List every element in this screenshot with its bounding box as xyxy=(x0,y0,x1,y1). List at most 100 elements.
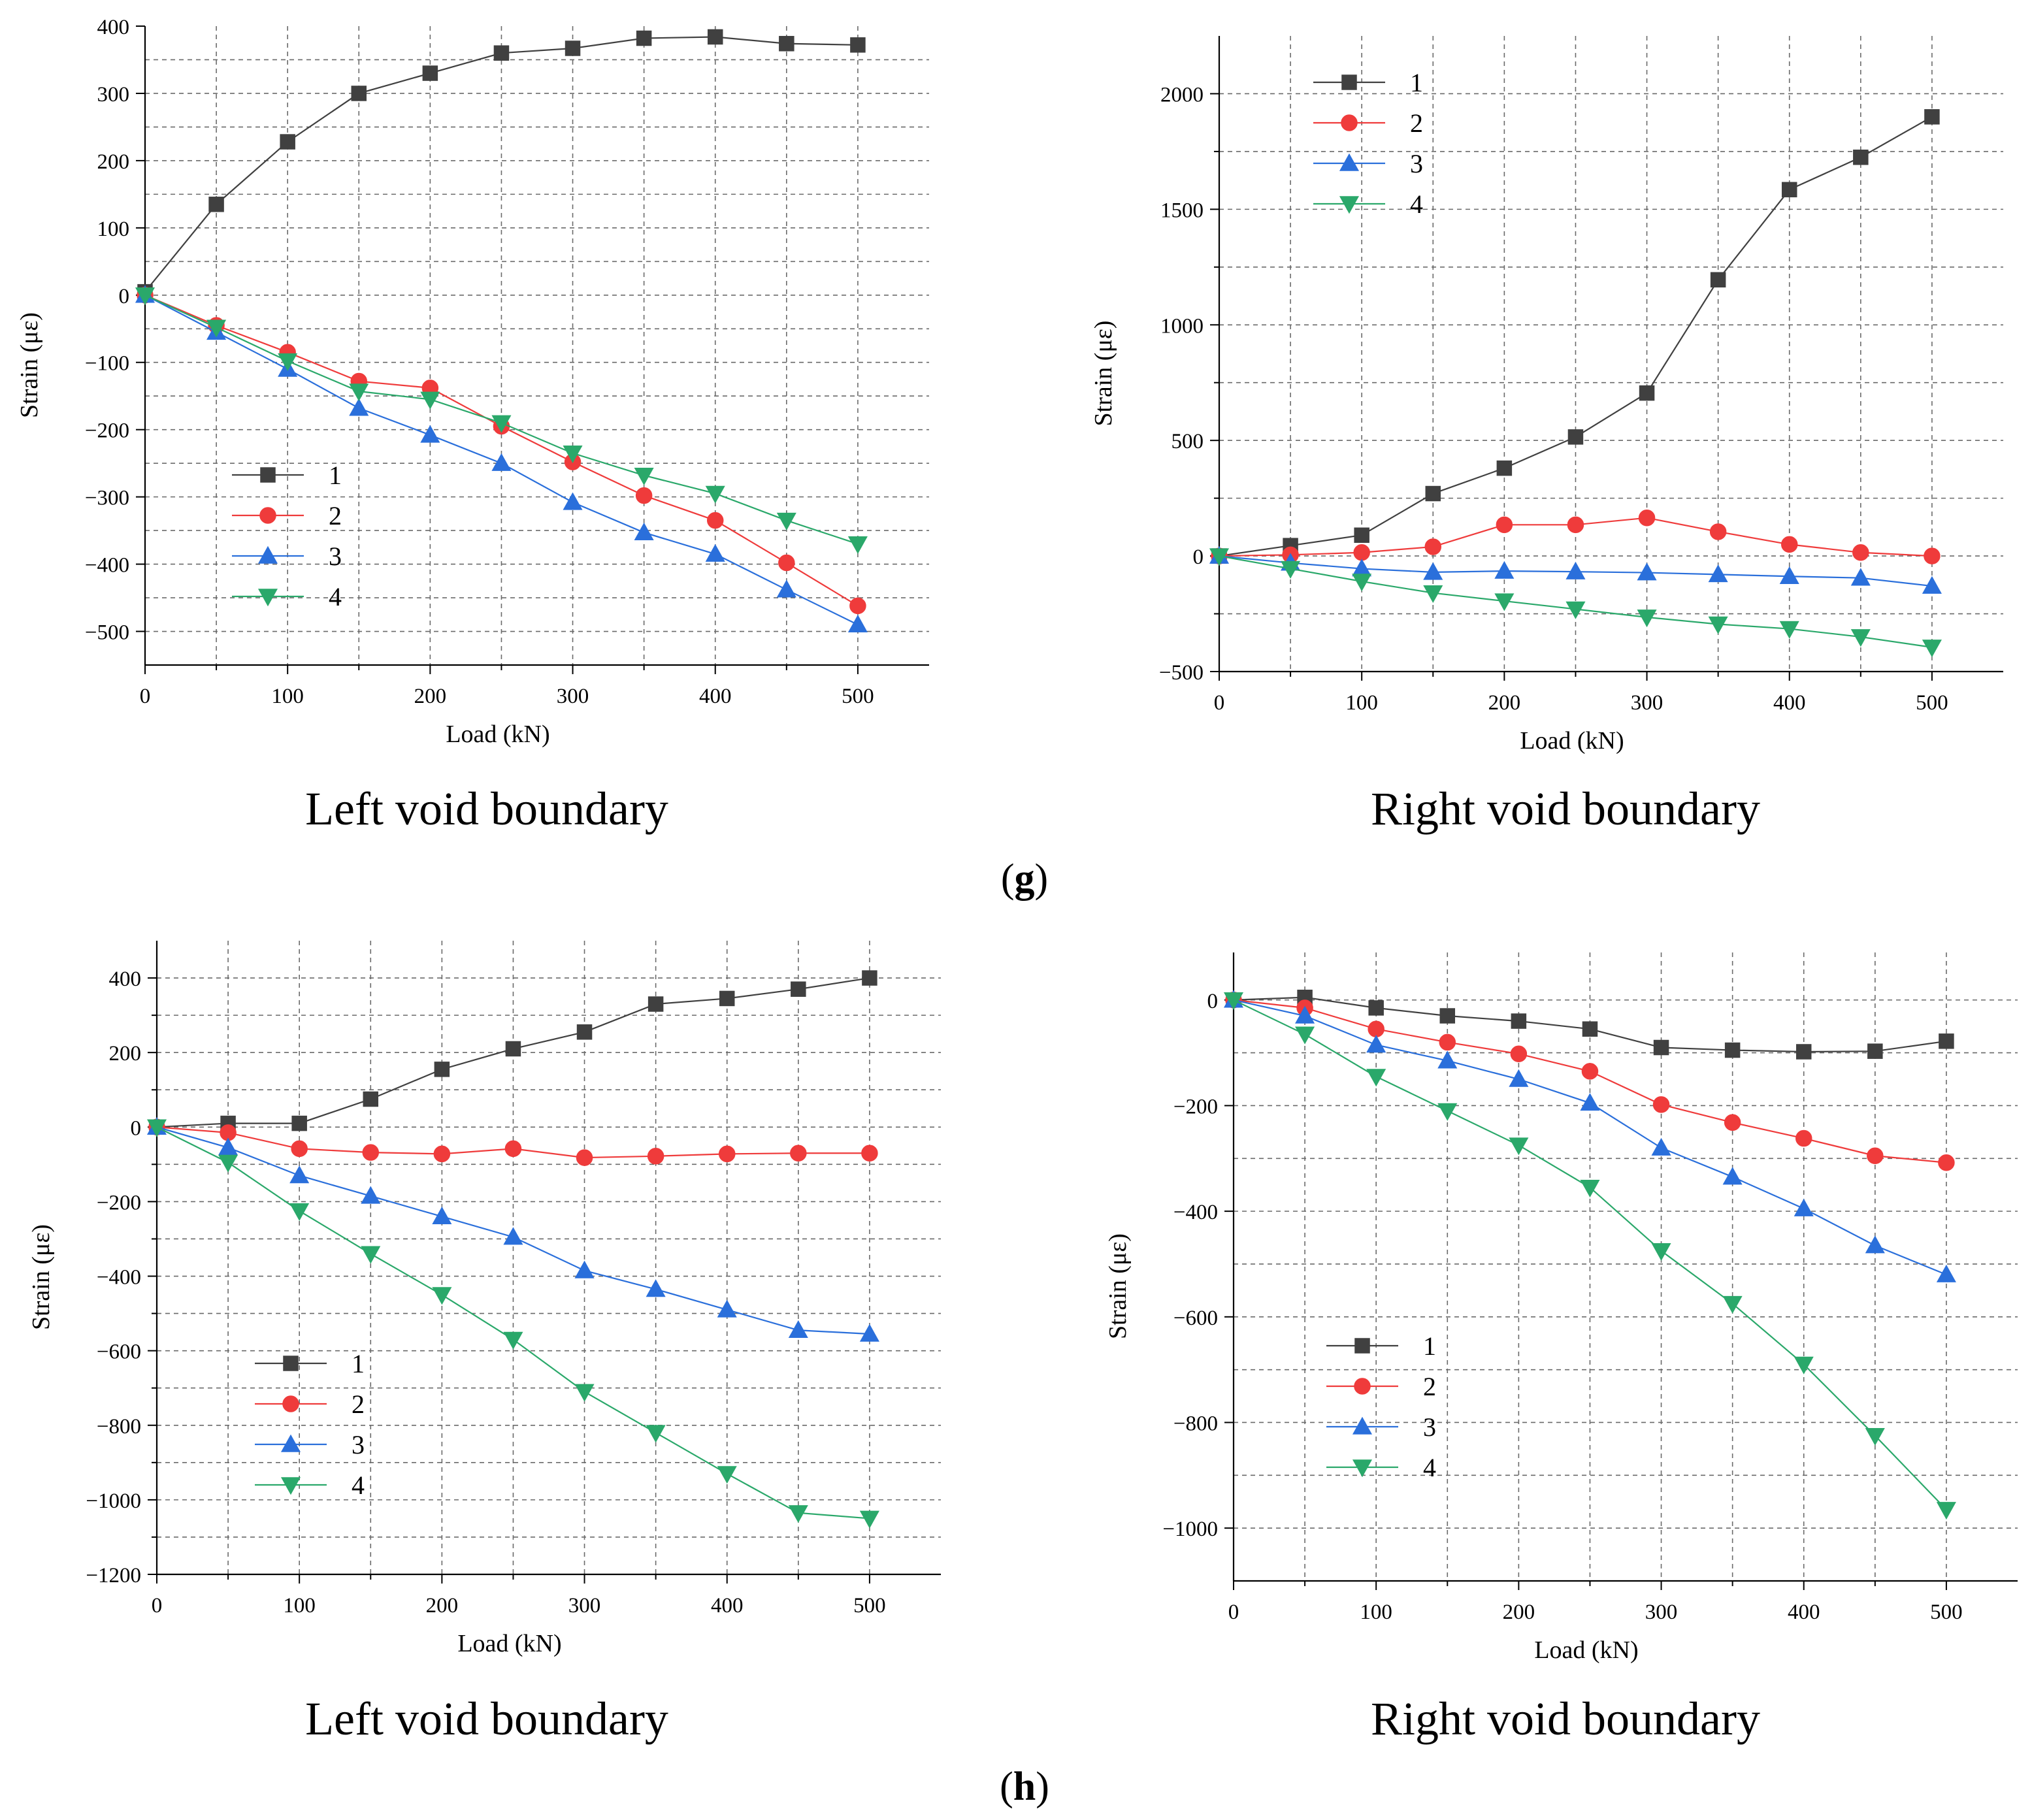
data-point-s3 xyxy=(1637,562,1657,581)
data-point-s4 xyxy=(432,1287,452,1305)
x-tick-label: 200 xyxy=(414,685,447,708)
data-point-s2 xyxy=(1938,1154,1955,1171)
legend-marker-4 xyxy=(1339,196,1360,214)
panel-label-g: (g) xyxy=(1001,856,1048,901)
data-point-s4 xyxy=(1494,593,1515,611)
data-point-s4 xyxy=(1865,1427,1885,1446)
data-point-s3 xyxy=(1565,561,1586,579)
data-point-s2 xyxy=(1510,1045,1528,1062)
data-point-s4 xyxy=(135,287,156,306)
legend-label-2: 2 xyxy=(1410,108,1423,138)
data-point-s2 xyxy=(706,512,724,529)
legend-label-2: 2 xyxy=(329,501,342,530)
x-tick-label: 0 xyxy=(1228,1601,1239,1624)
x-tick-label: 200 xyxy=(426,1594,459,1617)
x-tick-label: 100 xyxy=(271,685,304,708)
y-axis-title: Strain (με) xyxy=(1090,321,1117,427)
x-tick-label: 500 xyxy=(1930,1601,1963,1624)
data-point-s3 xyxy=(1922,576,1942,594)
legend-label-3: 3 xyxy=(1423,1412,1436,1442)
data-point-s3 xyxy=(847,614,868,632)
data-point-s3 xyxy=(420,425,440,443)
y-tick-label: −200 xyxy=(85,419,129,443)
y-tick-label: −1000 xyxy=(1162,1518,1218,1541)
data-point-s4 xyxy=(1565,601,1586,619)
data-point-s4 xyxy=(859,1510,879,1529)
data-point-s4 xyxy=(646,1425,666,1443)
legend-label-3: 3 xyxy=(329,542,342,571)
data-point-s2 xyxy=(362,1144,380,1161)
x-tick-label: 200 xyxy=(1488,691,1521,715)
data-point-s2 xyxy=(1439,1033,1456,1051)
data-point-s2 xyxy=(433,1145,451,1163)
data-point-s2 xyxy=(1795,1129,1812,1147)
data-point-s4 xyxy=(289,1203,310,1221)
data-point-s3 xyxy=(574,1260,595,1278)
data-point-s4 xyxy=(1850,629,1871,647)
data-point-s1 xyxy=(791,981,806,997)
data-point-s1 xyxy=(1354,527,1369,543)
x-tick-label: 400 xyxy=(711,1594,744,1617)
x-tick-label: 100 xyxy=(283,1594,316,1617)
data-point-s3 xyxy=(1722,1167,1743,1185)
data-point-s2 xyxy=(1780,536,1798,553)
data-point-s1 xyxy=(779,36,795,52)
data-point-s4 xyxy=(1281,561,1301,579)
data-point-s4 xyxy=(788,1505,808,1523)
legend-label-1: 1 xyxy=(352,1349,365,1378)
chart-g-right: 0 100 200 300 400 500 −500 0 500 1000 1500 2000 Load… xyxy=(1090,36,2003,835)
data-point-s2 xyxy=(1567,516,1584,534)
y-tick-label: 2000 xyxy=(1160,83,1204,106)
data-point-s4 xyxy=(1437,1103,1458,1121)
data-point-s4 xyxy=(1209,548,1230,566)
data-point-s1 xyxy=(1639,385,1655,401)
data-point-s1 xyxy=(1795,1044,1812,1060)
data-point-s1 xyxy=(1853,150,1869,165)
data-point-s1 xyxy=(1425,485,1441,502)
x-tick-label: 400 xyxy=(1788,1601,1820,1624)
data-point-s4 xyxy=(349,383,369,402)
data-point-s2 xyxy=(849,597,866,615)
chart-caption: Left void boundary xyxy=(305,1693,668,1745)
x-axis-title: Load (kN) xyxy=(446,721,549,748)
data-point-s4 xyxy=(420,391,440,410)
data-point-s1 xyxy=(647,996,664,1012)
y-axis-title: Strain (με) xyxy=(16,312,43,418)
data-point-s2 xyxy=(1638,509,1656,527)
data-point-s3 xyxy=(1850,568,1871,586)
y-tick-label: 1500 xyxy=(1160,199,1204,222)
legend-label-2: 2 xyxy=(352,1389,365,1419)
data-point-s2 xyxy=(778,554,795,572)
x-tick-label: 100 xyxy=(1345,691,1378,715)
legend-marker-3 xyxy=(280,1434,301,1452)
data-point-s4 xyxy=(1936,1502,1956,1520)
data-point-s2 xyxy=(1424,538,1442,555)
data-point-s4 xyxy=(1722,1295,1743,1314)
data-point-s2 xyxy=(504,1140,522,1158)
data-point-s4 xyxy=(1352,574,1372,592)
data-point-s1 xyxy=(576,1024,593,1040)
y-tick-label: −600 xyxy=(97,1341,141,1364)
legend-label-4: 4 xyxy=(1423,1453,1436,1482)
y-tick-label: 500 xyxy=(1172,430,1204,453)
legend-label-1: 1 xyxy=(1410,68,1423,97)
x-tick-label: 300 xyxy=(1645,1601,1678,1624)
data-point-s3 xyxy=(289,1165,310,1184)
data-point-s4 xyxy=(1779,621,1799,639)
x-tick-label: 100 xyxy=(1360,1601,1392,1624)
data-point-s1 xyxy=(1368,1000,1384,1016)
data-point-s3 xyxy=(859,1324,879,1342)
y-tick-label: −200 xyxy=(1173,1095,1218,1118)
data-point-s3 xyxy=(218,1137,238,1156)
y-tick-label: 0 xyxy=(131,1116,142,1140)
data-point-s3 xyxy=(1437,1050,1458,1069)
y-tick-label: 1000 xyxy=(1160,314,1204,338)
data-point-s1 xyxy=(1653,1039,1669,1056)
legend-marker-3 xyxy=(1339,153,1360,171)
y-axis-title: Strain (με) xyxy=(1104,1233,1132,1339)
legend-marker-2 xyxy=(1354,1378,1371,1395)
data-point-s3 xyxy=(432,1206,452,1224)
y-tick-label: 200 xyxy=(109,1042,142,1065)
data-point-s3 xyxy=(1936,1264,1956,1282)
x-axis-title: Load (kN) xyxy=(1534,1636,1638,1664)
